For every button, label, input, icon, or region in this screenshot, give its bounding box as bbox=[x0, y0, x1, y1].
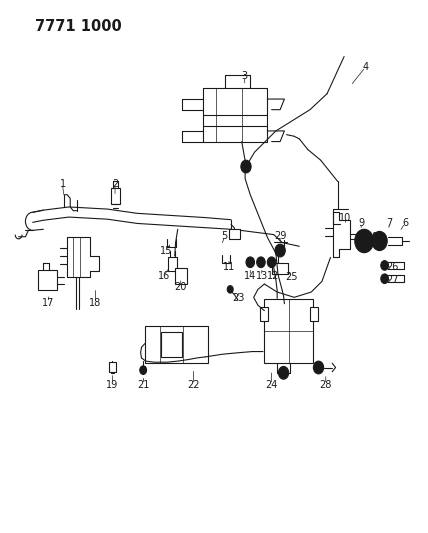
Text: 29: 29 bbox=[274, 231, 286, 241]
Text: 20: 20 bbox=[175, 282, 187, 292]
Text: 14: 14 bbox=[244, 271, 256, 281]
Ellipse shape bbox=[268, 257, 276, 268]
Bar bbox=[175, 268, 187, 284]
Text: 28: 28 bbox=[320, 379, 332, 390]
Ellipse shape bbox=[246, 257, 255, 268]
Ellipse shape bbox=[241, 160, 251, 173]
Text: 10: 10 bbox=[339, 213, 351, 223]
Bar bbox=[265, 300, 313, 364]
Text: 5: 5 bbox=[222, 231, 228, 241]
Bar bbox=[109, 362, 116, 372]
Ellipse shape bbox=[377, 237, 383, 245]
Bar bbox=[168, 257, 177, 271]
Text: 24: 24 bbox=[265, 379, 278, 390]
Bar bbox=[229, 229, 240, 239]
Bar bbox=[145, 326, 208, 364]
Bar bbox=[310, 308, 318, 321]
Bar bbox=[38, 270, 57, 290]
Text: 27: 27 bbox=[386, 275, 398, 285]
Bar bbox=[161, 333, 181, 357]
Text: 9: 9 bbox=[358, 218, 364, 228]
Text: 23: 23 bbox=[232, 293, 245, 303]
Text: 4: 4 bbox=[363, 62, 369, 72]
Text: 3: 3 bbox=[242, 71, 248, 81]
Ellipse shape bbox=[140, 366, 147, 374]
Ellipse shape bbox=[313, 361, 324, 374]
Ellipse shape bbox=[279, 367, 288, 379]
Text: 11: 11 bbox=[223, 262, 235, 271]
Text: 16: 16 bbox=[158, 271, 170, 281]
Text: 19: 19 bbox=[106, 379, 119, 390]
Ellipse shape bbox=[257, 257, 265, 268]
Bar bbox=[260, 308, 268, 321]
Text: 12: 12 bbox=[267, 271, 279, 281]
Text: 15: 15 bbox=[160, 246, 172, 255]
Ellipse shape bbox=[355, 229, 374, 253]
Ellipse shape bbox=[361, 237, 368, 245]
Text: 22: 22 bbox=[187, 379, 200, 390]
Ellipse shape bbox=[372, 231, 387, 251]
Text: 21: 21 bbox=[137, 379, 150, 390]
Text: 8: 8 bbox=[371, 232, 377, 243]
Text: 25: 25 bbox=[285, 272, 298, 282]
Text: 18: 18 bbox=[89, 297, 101, 308]
Ellipse shape bbox=[381, 274, 389, 284]
Text: 13: 13 bbox=[256, 271, 268, 281]
Ellipse shape bbox=[275, 244, 285, 257]
Ellipse shape bbox=[381, 261, 389, 270]
Text: 17: 17 bbox=[42, 297, 55, 308]
Text: 26: 26 bbox=[386, 262, 398, 271]
Text: 1: 1 bbox=[59, 179, 65, 189]
Text: 2: 2 bbox=[112, 179, 118, 189]
Text: 6: 6 bbox=[402, 218, 408, 228]
Text: 7771 1000: 7771 1000 bbox=[35, 19, 122, 34]
Ellipse shape bbox=[227, 286, 233, 293]
Text: 7: 7 bbox=[386, 218, 392, 228]
Bar bbox=[111, 188, 120, 204]
